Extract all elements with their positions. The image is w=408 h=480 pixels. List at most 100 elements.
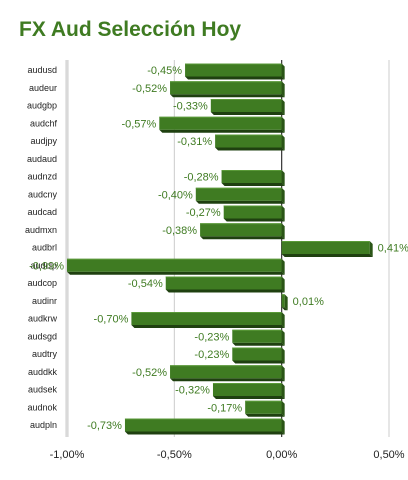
bar [131,312,285,328]
bar [210,99,285,115]
bar-side [281,418,285,435]
bar-face [281,294,285,308]
bar-face [170,81,282,95]
bar-face [245,400,282,414]
bar-side [281,400,285,417]
bar-side [281,276,285,293]
bar [223,205,285,222]
bar-face [232,347,282,361]
bar [165,276,285,293]
bar-side [369,241,373,257]
value-label: -0,23% [194,349,229,361]
bar-face [159,116,282,130]
category-label: audkrw [28,314,58,324]
category-label: audclp [30,260,57,270]
x-tick-label: 0,50% [373,449,404,461]
value-label: -0,28% [184,172,219,184]
category-label: audcop [27,278,57,288]
bar [185,63,285,80]
bar [281,294,288,311]
bars [67,63,373,435]
bar-face [131,312,282,325]
category-label: audsek [28,385,58,395]
bar-side [281,347,285,364]
x-tick-label: -0,50% [157,449,192,461]
category-label: audaud [27,154,57,164]
bar-face [212,383,282,396]
bar-side [281,205,285,222]
bar-side [281,365,285,382]
bar-side [281,383,285,399]
category-label: audnzd [27,172,57,182]
x-tick-labels: -1,00% -0,50% 0,00% 0,50% [50,449,405,461]
category-label: audtry [32,349,58,359]
bar-side [281,170,285,186]
bar-shadow [195,200,285,204]
bar-face [195,187,282,201]
bar-face [210,99,282,112]
value-label: -0,27% [186,207,221,219]
bar [212,383,285,399]
value-label: -0,45% [147,65,182,77]
bar-shadow [159,129,285,133]
category-labels: audusd audeur audgbp audchf audjpy audaud audn… [25,65,58,430]
bar [124,418,285,435]
bar-face [215,134,282,148]
x-tick-label: 0,00% [266,449,297,461]
bar-face [165,276,282,290]
bar-shadow [232,342,285,346]
value-label: -0,52% [132,367,167,379]
category-label: audjpy [30,136,57,146]
bar-shadow [215,147,285,151]
bar-face [223,205,282,219]
category-label: audbrl [32,243,57,253]
bar [170,365,285,382]
bar-shadow [245,413,285,417]
bar-shadow [67,271,285,275]
bar-shadow [131,325,285,328]
category-label: audcny [28,189,58,199]
category-label: audchf [30,118,58,128]
category-label: audnok [27,402,57,412]
bar-face [170,365,282,379]
value-label: -0,38% [162,225,197,237]
bar [221,170,285,186]
value-label: -0,23% [194,331,229,343]
bar-shadow [165,289,285,293]
bar-shadow [212,396,285,399]
bar [245,400,285,417]
value-label: -0,73% [87,420,122,432]
bar-side [281,134,285,151]
value-label: 0,01% [293,296,324,308]
category-label: audeur [29,83,57,93]
category-label: audpln [30,420,57,430]
chart-title: FX Aud Selección Hoy [19,18,242,41]
value-labels: -0,45% -0,52% -0,33% -0,57% -0,31% -0,28% -0,4… [29,65,408,432]
bar [232,329,285,346]
bar-side [284,294,288,311]
bar-face [281,241,370,254]
value-label: -0,17% [207,402,242,414]
bar [281,241,373,257]
category-label: audmxn [25,225,57,235]
bar [170,81,285,98]
bar-side [281,258,285,275]
bar-face [67,258,282,272]
bar-face [221,170,282,183]
value-label: -0,31% [177,136,212,148]
bar-shadow [232,360,285,364]
bar-face [232,329,282,343]
bar-side [281,223,285,240]
value-label: -0,54% [128,278,163,290]
bar-face [124,418,282,432]
bar-side [281,63,285,80]
value-label: -0,70% [94,314,129,326]
value-label: -0,40% [158,189,193,201]
value-label: -0,99% [29,260,64,272]
bar [215,134,285,151]
value-label: -0,57% [121,118,156,130]
bar [195,187,285,204]
bar-side [281,81,285,98]
category-label: audusd [27,65,57,75]
